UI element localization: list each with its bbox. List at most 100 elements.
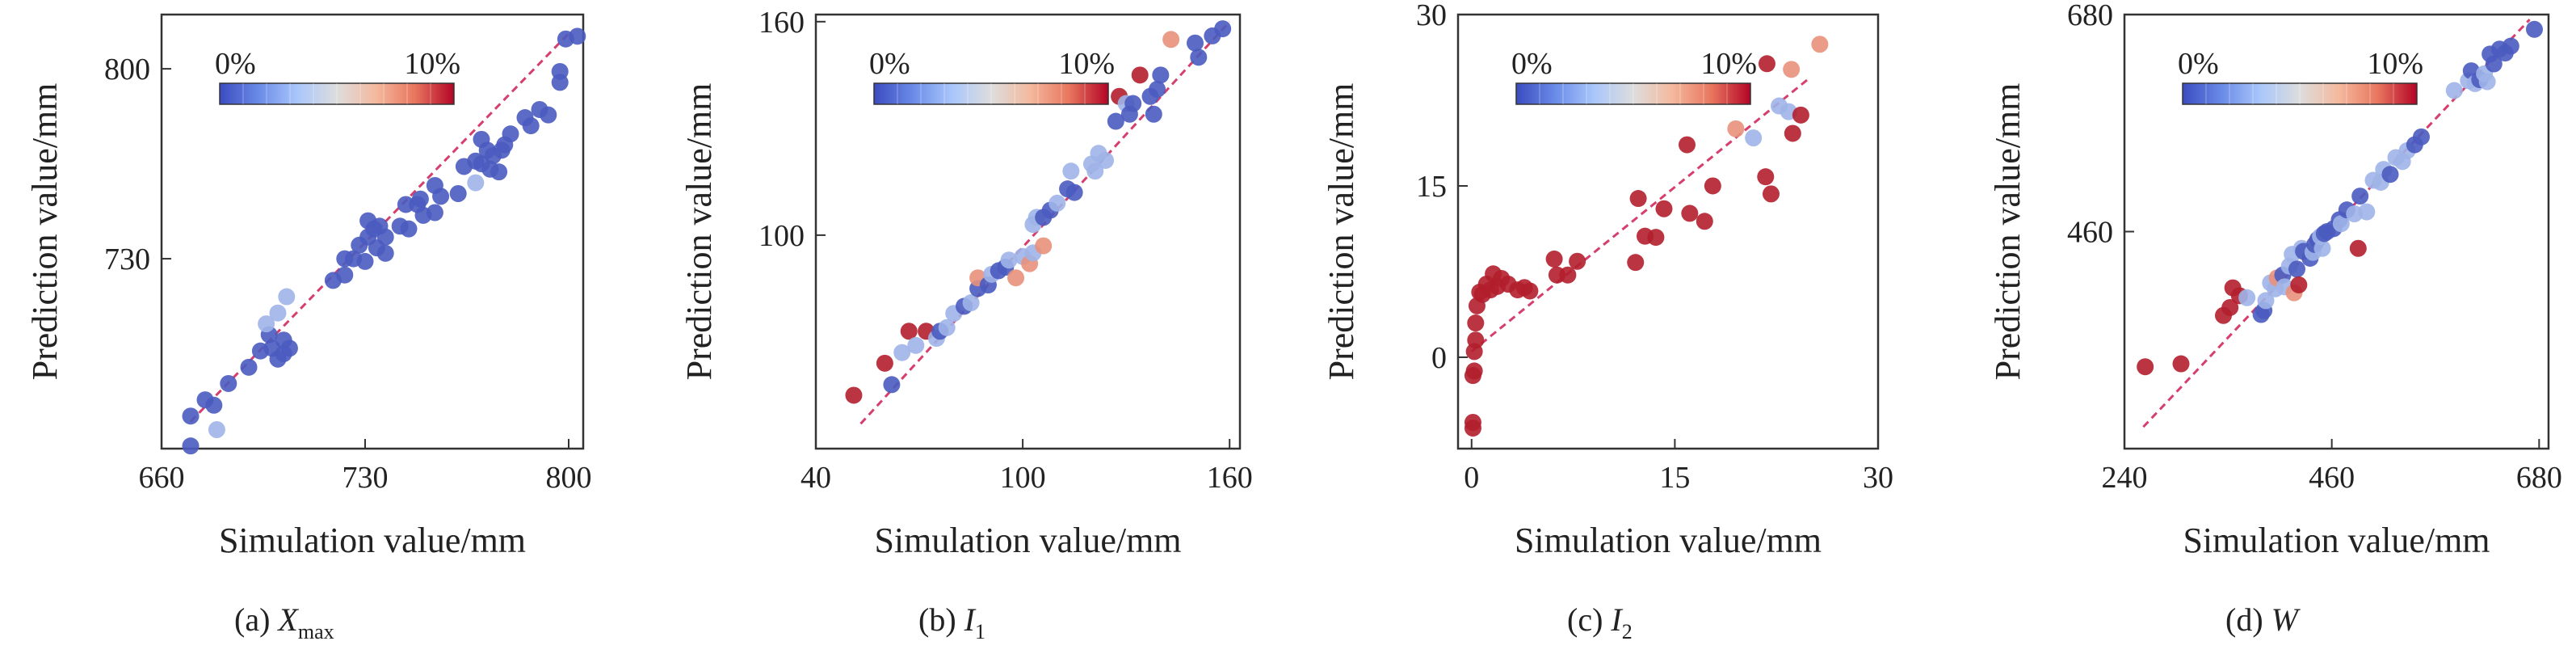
data-point [1655,200,1673,217]
colorbar [1515,82,1751,105]
data-point [2172,355,2190,373]
data-point [411,190,429,208]
caption-symbol: I [964,601,977,638]
data-point [502,125,519,143]
x-axis-title: Simulation value/mm [219,521,526,560]
data-point [1629,190,1647,208]
data-point [522,117,540,135]
data-point [1559,266,1577,284]
data-point [1107,112,1124,130]
y-tick-label: 160 [759,6,805,40]
data-point [208,421,225,439]
data-point [569,27,586,45]
data-point [2526,20,2543,38]
data-point [182,407,200,425]
data-point [1007,269,1025,287]
x-tick-label: 660 [139,461,185,495]
data-point [1678,136,1696,154]
colorbar [2182,82,2418,105]
panel-caption: (c) I2 [1567,601,1633,643]
y-tick-label: 30 [1416,0,1447,32]
data-point [1048,194,1066,212]
caption-prefix: (a) [234,601,278,638]
data-point [356,252,374,270]
y-tick-label: 460 [2067,216,2113,250]
data-point [1131,66,1149,84]
data-point [2257,292,2275,310]
caption-subscript: max [298,620,334,643]
data-point [280,340,298,357]
data-point [1086,162,1104,180]
y-axis-title: Prediction value/mm [679,83,719,381]
data-point [2381,166,2399,183]
colorbar [873,82,1109,105]
x-tick-label: 40 [801,461,831,495]
data-point [2445,82,2463,99]
data-point [2485,55,2502,73]
data-point [1762,185,1780,203]
data-point [1097,151,1115,169]
data-point [376,228,394,246]
x-tick-label: 15 [1659,461,1690,495]
data-point [893,344,911,361]
colorbar-max-label: 10% [1700,47,1757,81]
x-tick-label: 460 [2309,461,2355,495]
data-point [1062,162,1080,180]
data-point [2358,203,2376,221]
data-point [540,106,557,124]
caption-subscript: 1 [975,620,985,643]
data-point [240,358,258,376]
data-point [551,74,569,91]
panel-caption: (b) I1 [918,601,985,643]
colorbar [219,82,455,105]
data-point [2288,260,2305,278]
x-tick-label: 160 [1207,461,1253,495]
data-point [2332,215,2350,233]
data-point [938,318,956,336]
data-point [1214,20,1232,38]
chart-panel-2: 0 15 30 0 15 30 Simulation value/mm Prediction … [1322,0,1893,643]
data-point [876,354,893,372]
data-point [1569,252,1586,270]
colorbar-max-label: 10% [404,47,460,81]
plot-frame [814,13,1242,450]
y-tick-label: 800 [104,53,150,86]
caption-symbol: I [1610,601,1623,638]
data-point [1065,183,1083,201]
data-point [1758,55,1775,73]
data-point [220,374,237,392]
data-point [400,220,418,238]
caption-prefix: (b) [918,601,964,638]
data-point [278,288,296,306]
data-point [845,386,863,404]
y-tick-label: 730 [104,243,150,276]
colorbar-max-label: 10% [2367,47,2423,81]
data-point [2413,128,2430,146]
panel-caption: (a) Xmax [234,601,334,643]
data-point [1696,213,1713,230]
plot-frame [1456,13,1880,450]
data-point [907,336,925,354]
data-point [1647,229,1665,247]
colorbar-min-label: 0% [869,47,910,81]
colorbar-min-label: 0% [1511,47,1553,81]
data-point [2351,188,2369,205]
data-point [1000,251,1018,269]
data-point [1467,331,1485,349]
caption-symbol: X [276,601,299,638]
x-axis-title: Simulation value/mm [874,521,1181,560]
data-point [883,376,901,394]
caption-subscript: 2 [1622,620,1633,643]
caption-prefix: (d) [2225,601,2271,638]
data-point [432,188,450,205]
panel-caption: (d) W [2225,601,2301,638]
data-point [1627,254,1645,272]
x-axis-title: Simulation value/mm [1515,521,1822,560]
data-point [1783,61,1801,78]
y-axis-title: Prediction value/mm [1322,83,1361,381]
chart-panel-1: 40 100 160 100 160 Simulation value/mm Predict… [679,6,1253,643]
y-axis-title: Prediction value/mm [25,83,65,381]
chart-panel-3: 240 460 680 460 680 Simulation value/mm Predic… [1988,0,2562,638]
